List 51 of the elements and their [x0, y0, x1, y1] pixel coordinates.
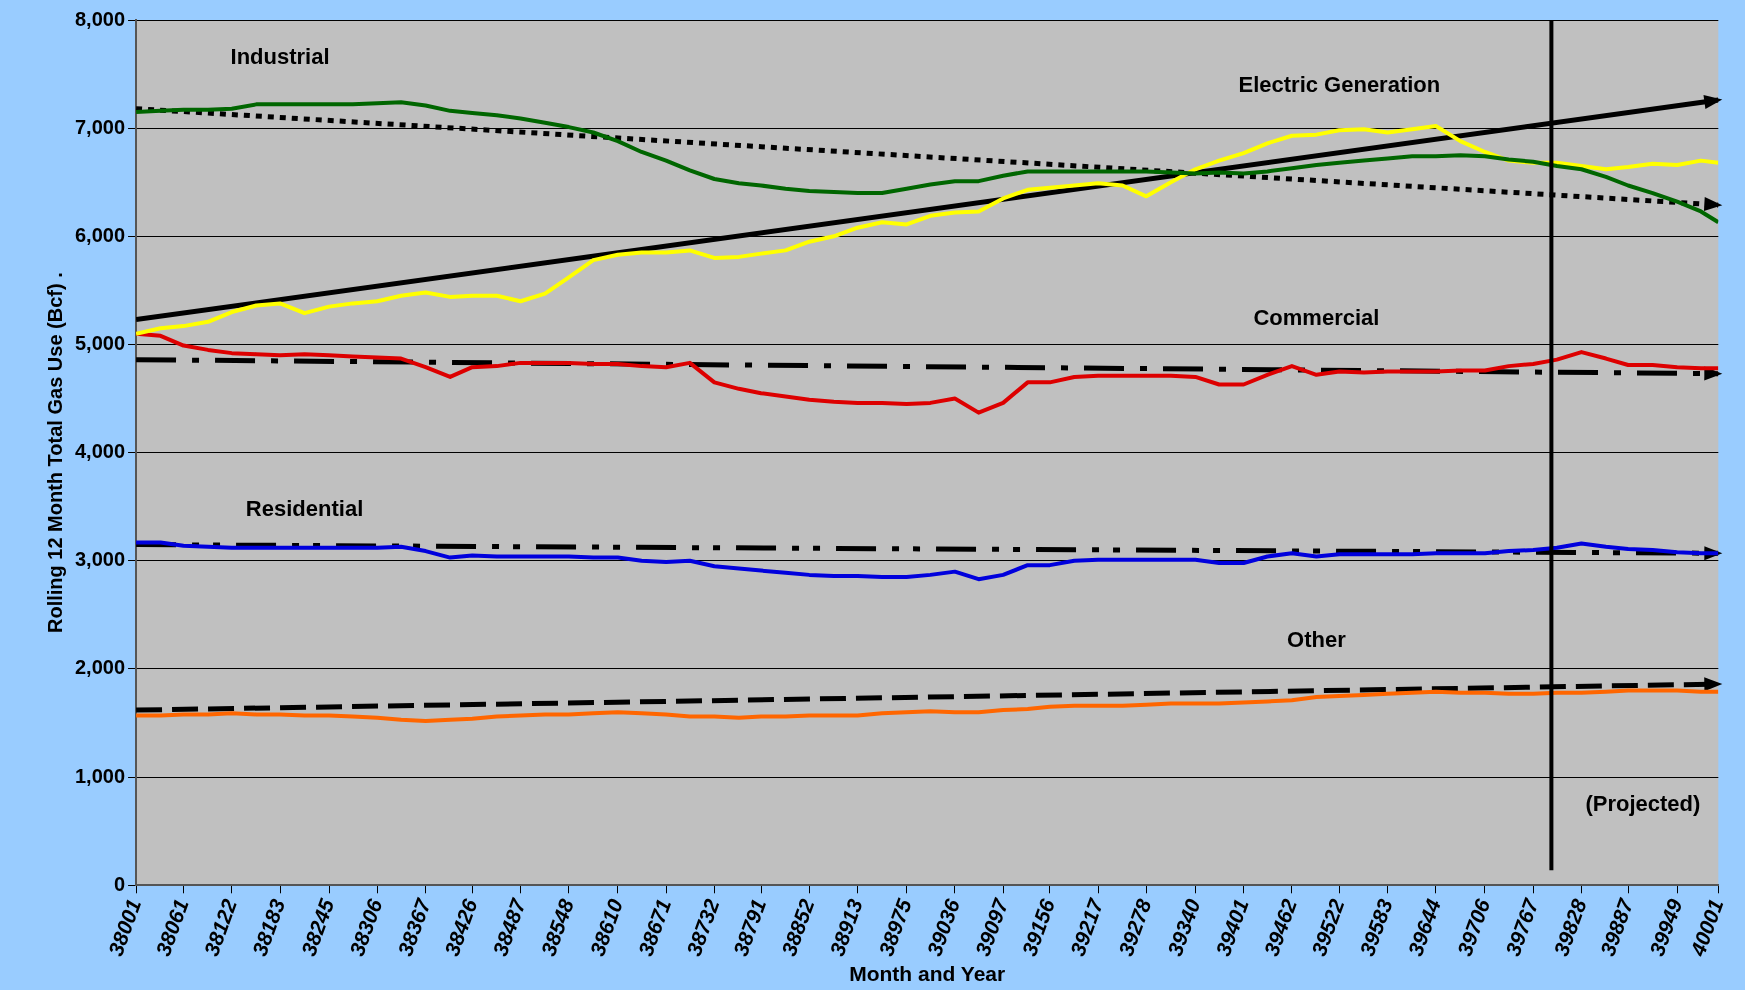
x-tick-label: 39583 — [1355, 895, 1397, 959]
y-tick-label: 5,000 — [74, 332, 126, 355]
x-tick-label: 38426 — [439, 895, 482, 959]
y-tick-label: 4,000 — [74, 440, 126, 463]
x-tick-label: 38852 — [776, 895, 819, 959]
x-tick-label: 38913 — [825, 895, 867, 959]
x-tick-label: 38791 — [728, 896, 771, 959]
x-tick-label: 39767 — [1500, 894, 1543, 959]
series-label: Industrial — [230, 44, 330, 70]
series-label: Other — [1287, 627, 1347, 653]
x-tick-label: 38001 — [103, 896, 146, 959]
annotation: (Projected) — [1585, 791, 1701, 817]
x-tick-label: 38548 — [536, 895, 579, 959]
x-tick-label: 39949 — [1644, 895, 1687, 959]
y-tick-label: 7,000 — [74, 115, 126, 138]
x-tick-label: 38245 — [296, 895, 339, 959]
y-tick-label: 6,000 — [74, 223, 126, 246]
x-tick-label: 39828 — [1549, 895, 1591, 959]
x-axis-title: Month and Year — [849, 962, 1006, 986]
x-tick-label: 38671 — [633, 896, 676, 959]
x-tick-label: 39097 — [970, 894, 1013, 959]
x-tick-label: 38306 — [344, 895, 387, 959]
series-label: Electric Generation — [1238, 72, 1441, 98]
y-axis-title: Rolling 12 Month Total Gas Use (Bcf) . — [43, 272, 66, 634]
y-tick-label: 2,000 — [74, 656, 126, 679]
x-tick-label: 38732 — [681, 895, 724, 959]
x-tick-label: 38487 — [488, 894, 531, 959]
y-tick-label: 3,000 — [74, 548, 126, 571]
x-tick-label: 39036 — [922, 895, 965, 959]
x-tick-label: 39156 — [1017, 895, 1060, 959]
x-tick-label: 39706 — [1452, 895, 1495, 959]
x-tick-label: 40001 — [1685, 896, 1728, 960]
x-tick-label: 38975 — [874, 895, 916, 959]
x-tick-label: 38061 — [151, 896, 193, 959]
series-label: Commercial — [1253, 304, 1380, 330]
x-tick-label: 38122 — [199, 895, 242, 959]
y-tick-label: 0 — [113, 872, 126, 895]
x-tick-label: 39644 — [1403, 895, 1446, 959]
y-tick-label: 1,000 — [74, 764, 126, 787]
x-tick-label: 39217 — [1065, 894, 1108, 959]
x-tick-label: 39401 — [1211, 896, 1253, 959]
y-tick-label: 8,000 — [74, 7, 126, 30]
x-tick-label: 39278 — [1113, 895, 1156, 959]
x-tick-label: 38183 — [247, 895, 290, 959]
series-label: Residential — [245, 495, 364, 521]
x-tick-label: 39340 — [1163, 895, 1205, 959]
x-tick-label: 39462 — [1259, 895, 1302, 959]
x-tick-label: 38367 — [393, 894, 436, 959]
x-tick-label: 39887 — [1595, 894, 1638, 959]
x-tick-label: 39522 — [1306, 895, 1349, 959]
x-tick-label: 38610 — [585, 895, 628, 959]
